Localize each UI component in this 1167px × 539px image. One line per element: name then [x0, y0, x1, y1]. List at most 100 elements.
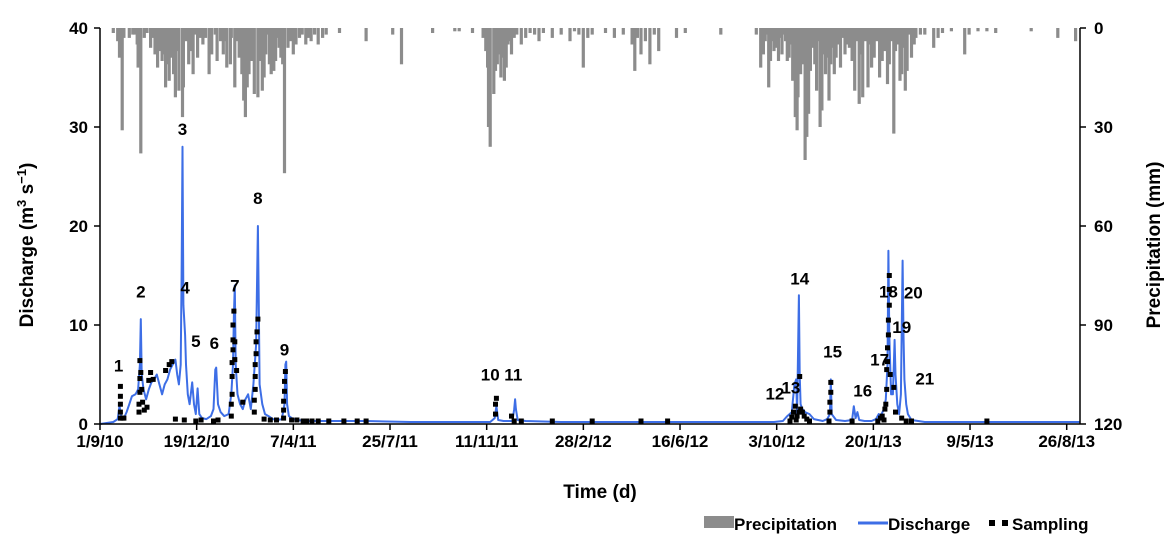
sampling-marker [254, 329, 260, 335]
sampling-marker [193, 418, 199, 424]
precipitation-bar [994, 28, 998, 33]
precipitation-bar [196, 28, 200, 58]
precipitation-bar [240, 28, 244, 75]
precipitation-bar [892, 28, 896, 134]
y-left-title-part: Discharge (m [17, 207, 38, 327]
precipitation-bar [470, 28, 475, 33]
precipitation-bar [289, 28, 293, 42]
sampling-marker [849, 418, 855, 424]
precipitation-bar [431, 28, 435, 33]
sampling-marker [493, 401, 498, 407]
precipitation-bar [294, 28, 298, 45]
legend-sampling-marker [989, 520, 995, 526]
precipitation-bar [515, 28, 519, 35]
precipitation-bar [111, 28, 115, 33]
precipitation-bar [586, 28, 590, 38]
event-label: 15 [823, 343, 842, 362]
precipitation-bar [120, 28, 124, 131]
sampling-marker [211, 418, 216, 424]
x-tick-label: 25/7/11 [362, 432, 418, 451]
x-tick-label: 1/9/10 [76, 432, 123, 451]
sampling-marker [240, 399, 246, 405]
precipitation-bar [174, 28, 178, 52]
sampling-marker [232, 339, 238, 345]
precipitation-bar [275, 28, 279, 38]
precipitation-bar [258, 28, 262, 61]
precipitation-bar [306, 28, 310, 38]
precipitation-bar [759, 28, 763, 68]
precipitation-bar [923, 28, 927, 35]
sampling-marker [793, 417, 799, 423]
precipitation-bar [267, 28, 271, 65]
precipitation-bar [282, 28, 287, 174]
sampling-marker [181, 417, 187, 423]
sampling-marker [289, 417, 295, 423]
precipitation-bar [264, 28, 268, 55]
precipitation-bar [630, 28, 634, 45]
x-tick-label: 9/5/13 [946, 432, 993, 451]
sampling-marker [794, 413, 800, 419]
sampling-marker [881, 417, 887, 423]
precipitation-bar [297, 28, 302, 38]
precipitation-bar [633, 28, 637, 71]
sampling-marker [875, 418, 881, 424]
precipitation-bar [250, 28, 254, 61]
precipitation-bar [506, 28, 510, 45]
sampling-marker [885, 332, 891, 338]
precipitation-bar [861, 28, 865, 98]
precipitation-bar [324, 28, 328, 35]
sampling-marker [789, 414, 795, 420]
precipitation-bar [164, 28, 168, 88]
sampling-marker [172, 416, 178, 422]
precipitation-bar [457, 28, 461, 32]
precipitation-bar [229, 28, 233, 38]
y-axis-left-title: Discharge (m3 s−1) [14, 163, 38, 328]
sampling-marker [230, 322, 236, 328]
precipitation-bar [1056, 28, 1060, 38]
sampling-marker [274, 417, 279, 423]
precipitation-bar [854, 28, 859, 42]
precipitation-bar [524, 28, 528, 38]
sampling-marker [169, 359, 175, 365]
precipitation-bar [300, 28, 304, 35]
precipitation-bar [883, 28, 887, 52]
event-label: 7 [230, 276, 239, 295]
precipitation-bar [145, 28, 149, 33]
precipitation-bar [612, 28, 616, 38]
precipitation-bar [504, 28, 508, 68]
precipitation-bar [635, 28, 639, 38]
precipitation-bar [187, 28, 191, 65]
precipitation-bar [508, 28, 512, 42]
precipitation-bar [484, 28, 488, 52]
precipitation-bar [768, 28, 773, 61]
precipitation-bar [364, 28, 368, 42]
legend-precipitation-swatch [704, 516, 734, 528]
y-right-tick-label: 90 [1094, 316, 1113, 335]
precipitation-bar [818, 28, 822, 127]
precipitation-bar [796, 28, 800, 98]
precipitation-bar [780, 28, 784, 55]
sampling-marker [228, 413, 234, 419]
precipitation-bar [291, 28, 295, 55]
precipitation-bar [157, 28, 161, 52]
precipitation-bar [142, 28, 146, 38]
precipitation-bar [799, 28, 803, 75]
precipitation-bar [767, 28, 771, 88]
sampling-marker [309, 418, 315, 424]
sampling-marker [251, 397, 257, 403]
precipitation-bar [149, 28, 153, 48]
precipitation-bar [162, 28, 166, 55]
sampling-markers [117, 273, 990, 424]
precipitation-bar [247, 28, 251, 75]
precipitation-bar [967, 28, 971, 35]
precipitation-bar [201, 28, 205, 45]
precipitation-bar [213, 28, 217, 35]
sampling-marker [549, 418, 555, 424]
sampling-marker [136, 409, 142, 415]
precipitation-bar [868, 28, 872, 45]
precipitation-bar [932, 28, 936, 48]
y-left-tick-label: 40 [69, 19, 88, 38]
precipitation-bar [481, 28, 485, 38]
